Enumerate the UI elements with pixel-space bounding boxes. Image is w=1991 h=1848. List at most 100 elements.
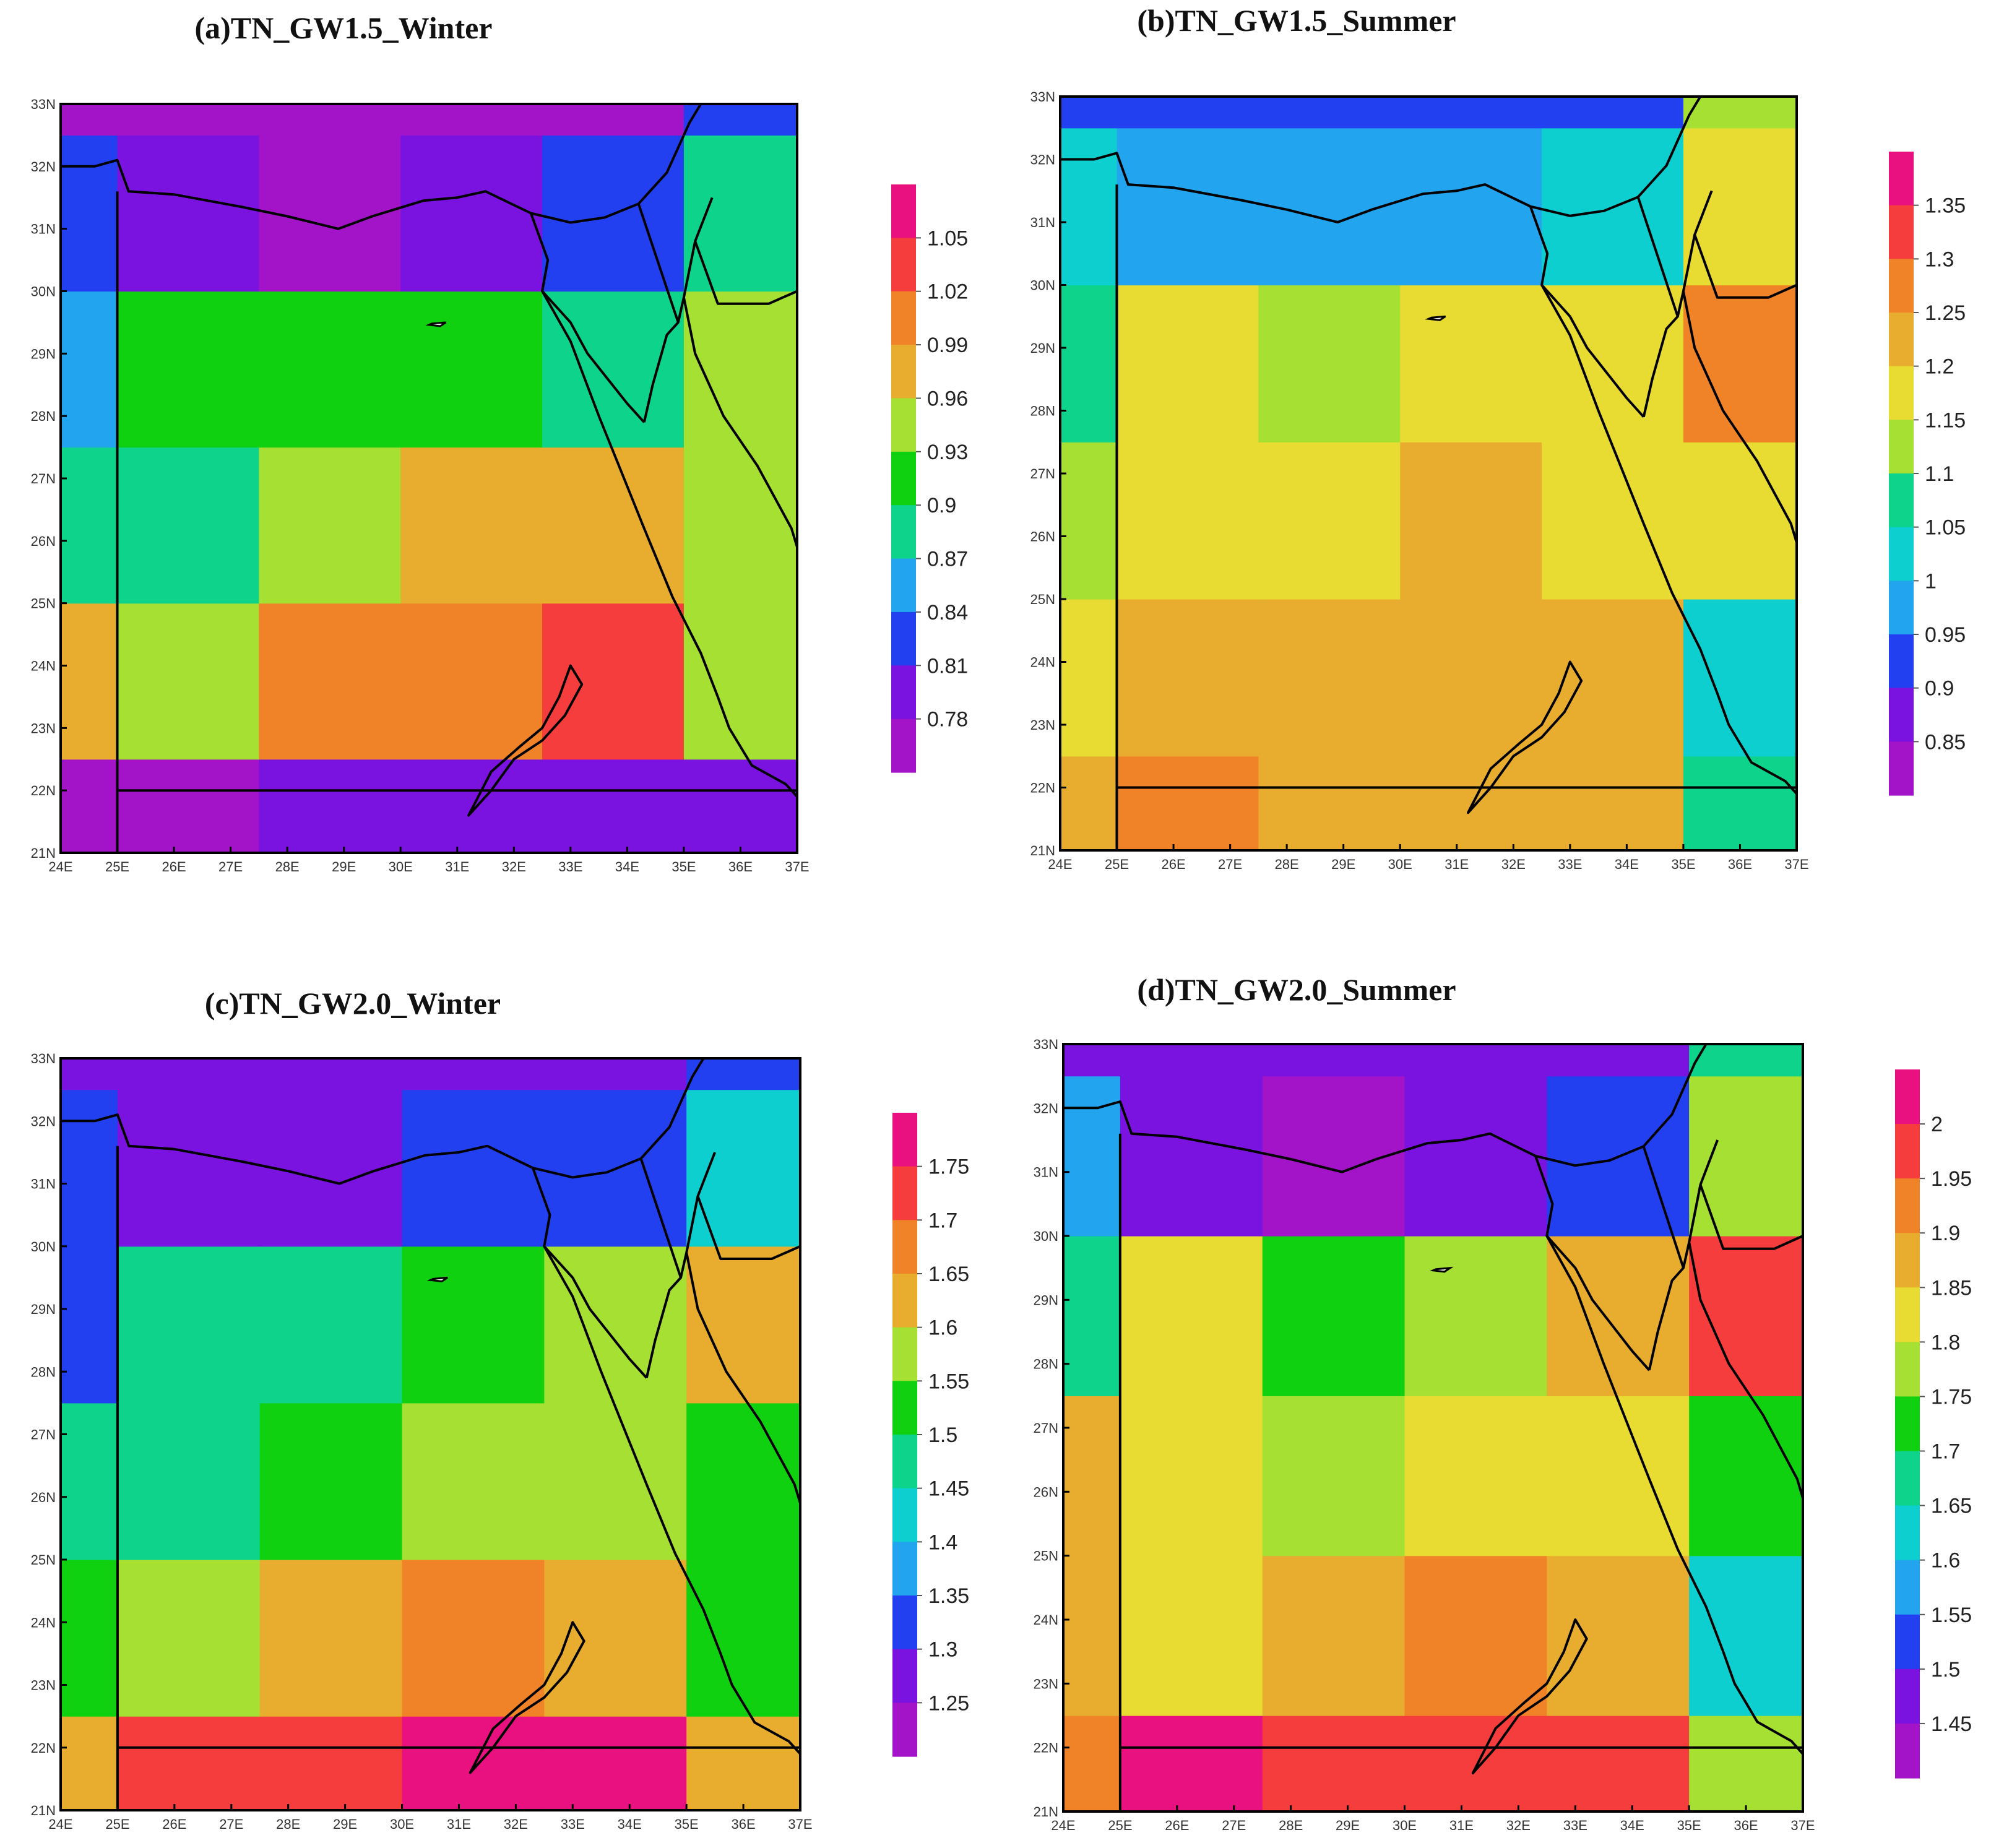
coastline-red-sea bbox=[1540, 284, 1798, 795]
grid-cell bbox=[400, 759, 543, 853]
colorbar-label: 1.65 bbox=[928, 1263, 969, 1286]
grid-cell bbox=[259, 1402, 403, 1560]
grid-cell bbox=[117, 603, 259, 760]
grid-cell bbox=[1683, 97, 1797, 129]
y-tick-label: 27N bbox=[1030, 466, 1055, 481]
colorbar-label: 1.5 bbox=[1931, 1658, 1960, 1682]
colorbar-label: 1.65 bbox=[1931, 1495, 1972, 1518]
colorbar-swatch bbox=[1889, 688, 1914, 742]
x-tick-label: 30E bbox=[1393, 1818, 1417, 1833]
x-tick-label: 28E bbox=[275, 859, 300, 874]
colorbar-label: 1.7 bbox=[928, 1209, 957, 1232]
grid-cell bbox=[1060, 97, 1118, 129]
grid-cell bbox=[686, 1246, 801, 1404]
grid-cell bbox=[402, 1402, 545, 1560]
grid-cell bbox=[1542, 442, 1684, 600]
coastline-gulf-of-suez bbox=[1529, 205, 1645, 418]
y-tick-label: 29N bbox=[1034, 1292, 1058, 1308]
colorbar-label: 1.35 bbox=[928, 1584, 969, 1608]
border-levant bbox=[1693, 234, 1797, 299]
grid-cell bbox=[259, 759, 401, 853]
y-tick-label: 30N bbox=[1030, 278, 1055, 293]
y-tick-label: 27N bbox=[31, 471, 56, 486]
x-tick-label: 27E bbox=[219, 1816, 243, 1832]
colorbar-label: 1.75 bbox=[928, 1155, 969, 1179]
x-tick-label: 29E bbox=[332, 859, 356, 874]
border-sinai bbox=[637, 203, 680, 323]
colorbar-swatch bbox=[1895, 1614, 1920, 1670]
border-levant bbox=[1699, 1184, 1803, 1250]
x-tick-label: 32E bbox=[1506, 1818, 1531, 1833]
colorbar-swatch bbox=[891, 184, 916, 238]
y-tick-label: 25N bbox=[1030, 592, 1055, 607]
grid-cell bbox=[683, 603, 798, 760]
grid-cell bbox=[1063, 1716, 1121, 1812]
colorbar-label: 1.35 bbox=[1925, 194, 1966, 218]
y-tick-label: 22N bbox=[1034, 1740, 1058, 1756]
y-tick-label: 32N bbox=[31, 159, 56, 175]
grid-cell bbox=[117, 759, 259, 853]
grid-cell bbox=[1542, 97, 1684, 129]
colorbar-label: 0.99 bbox=[927, 334, 968, 357]
grid-cell bbox=[1258, 97, 1401, 129]
grid-cell bbox=[259, 1560, 403, 1717]
border-levant bbox=[696, 1196, 801, 1260]
colorbar-swatch bbox=[892, 1649, 917, 1703]
lake-qarun bbox=[425, 321, 447, 327]
grid-cell bbox=[1400, 285, 1542, 443]
x-tick-label: 31E bbox=[1445, 857, 1469, 872]
x-tick-label: 33E bbox=[1558, 857, 1582, 872]
x-tick-label: 33E bbox=[558, 859, 582, 874]
colorbar-swatch bbox=[892, 1274, 917, 1328]
grid-cell bbox=[61, 1089, 118, 1247]
panel-map: 24E 25E 26E 27E 28E 29E 30E 31E 32E 33E 34E 35E 36E 3… bbox=[1034, 1037, 1815, 1833]
grid-cell bbox=[1060, 599, 1118, 757]
x-tick-label: 30E bbox=[390, 1816, 414, 1832]
colorbar-label: 0.9 bbox=[927, 494, 956, 517]
colorbar-label: 1.02 bbox=[927, 280, 968, 304]
x-tick-label: 35E bbox=[672, 859, 696, 874]
colorbar-swatch bbox=[1889, 420, 1914, 474]
x-tick-label: 32E bbox=[504, 1816, 528, 1832]
grid-cell bbox=[1063, 1396, 1121, 1557]
grid-cell bbox=[686, 1560, 801, 1717]
coastline-arabia bbox=[1688, 1241, 1804, 1499]
colorbar-label: 1.3 bbox=[1925, 248, 1954, 271]
grid-cell bbox=[1063, 1076, 1121, 1237]
grid-cell bbox=[1116, 756, 1259, 851]
grid-cell bbox=[1120, 1236, 1263, 1396]
coastline-red-sea bbox=[543, 1245, 801, 1755]
x-tick-label: 26E bbox=[162, 859, 186, 874]
y-tick-label: 24N bbox=[31, 658, 56, 674]
grid-cell bbox=[1547, 1044, 1690, 1077]
colorbar-label: 1.55 bbox=[1931, 1604, 1972, 1627]
grid-cell bbox=[1258, 285, 1401, 443]
grid-cell bbox=[1258, 756, 1401, 851]
panel-map: 24E 25E 26E 27E 28E 29E 30E 31E 32E 33E 34E 35E 36E 3… bbox=[31, 97, 810, 874]
grid-cell bbox=[402, 1058, 545, 1090]
y-tick-label: 32N bbox=[1030, 152, 1055, 168]
grid-cell bbox=[1400, 97, 1542, 129]
panel-colorbar: 1.05 1.02 0.99 0.96 0.93 0.9 0.87 0.84 0.81 0.78 bbox=[891, 184, 968, 773]
grid-cell bbox=[1683, 127, 1797, 286]
colorbar-swatch bbox=[892, 1381, 917, 1435]
coastline-arabia bbox=[682, 297, 798, 548]
panel-d: (d)TN_GW2.0_Summer 24E 25E 26E 27E 28E 29E 30E… bbox=[1034, 972, 1972, 1833]
grid-cell bbox=[1120, 1555, 1263, 1716]
y-tick-label: 32N bbox=[1034, 1100, 1058, 1116]
coastline-arabia bbox=[685, 1252, 801, 1504]
grid-cell bbox=[117, 1089, 261, 1247]
x-tick-label: 28E bbox=[1279, 1818, 1303, 1833]
colorbar-label: 1.8 bbox=[1931, 1331, 1960, 1354]
colorbar-label: 2 bbox=[1931, 1113, 1943, 1136]
colorbar-label: 1.5 bbox=[928, 1423, 957, 1447]
x-tick-label: 26E bbox=[162, 1816, 186, 1832]
colorbar-swatch bbox=[891, 665, 916, 720]
panel-a: (a)TN_GW1.5_Winter 24E 25E 26E 27E 28E 29E 30E… bbox=[31, 11, 969, 874]
grid-cell bbox=[544, 1716, 687, 1811]
y-tick-label: 21N bbox=[31, 1803, 56, 1818]
colorbar-label: 1.25 bbox=[928, 1691, 969, 1715]
lake-qarun bbox=[1425, 315, 1446, 321]
grid-cell bbox=[1404, 1076, 1547, 1237]
grid-cell bbox=[1262, 1044, 1406, 1077]
